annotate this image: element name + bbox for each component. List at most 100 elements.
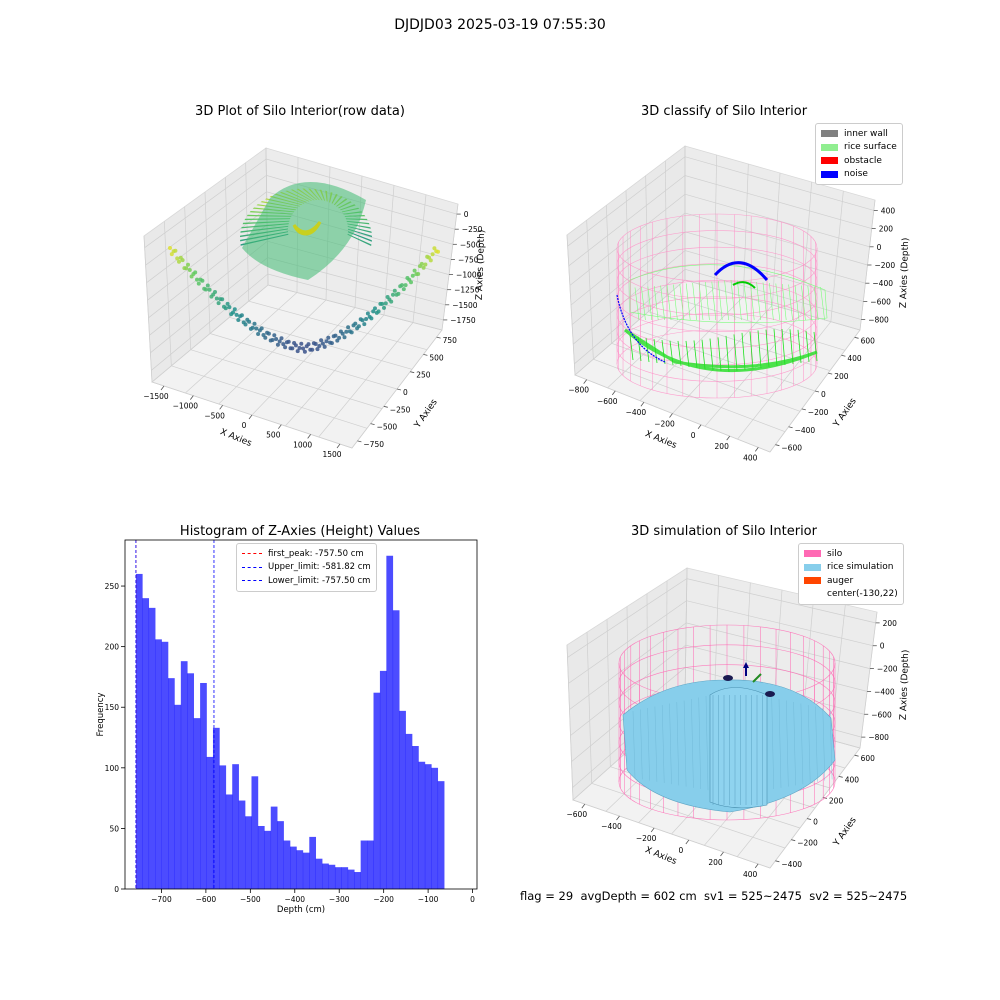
grid-line — [267, 284, 443, 331]
histogram-bar — [168, 678, 175, 889]
legend-label: Upper_limit: -581.82 cm — [268, 562, 371, 573]
scatter-point — [360, 318, 365, 323]
histogram-bar — [328, 864, 336, 889]
x-tick-label: 400 — [743, 870, 758, 879]
scatter-point — [371, 309, 376, 314]
rice-surface-line — [788, 284, 793, 321]
x-tick-label: −800 — [568, 386, 589, 395]
x-tick — [219, 405, 223, 410]
y-tick — [828, 372, 833, 375]
scatter-point — [380, 301, 385, 306]
rice-surface-line — [634, 287, 640, 321]
x-tick-label: 0 — [678, 846, 683, 855]
auger-marker — [723, 675, 733, 681]
rice-surface-line — [820, 286, 825, 321]
z-axis-label: Z Axies (Depth) — [899, 650, 911, 721]
scatter-point — [401, 287, 406, 292]
x-tick — [669, 413, 673, 418]
y-axis-label: Y Axies — [412, 397, 440, 430]
rice-surface-cap — [732, 281, 756, 289]
scatter-point — [344, 329, 349, 334]
scatter-point — [369, 316, 374, 321]
rice-mesh-line — [647, 707, 650, 781]
histogram-bar — [161, 641, 169, 889]
y-tick — [410, 371, 415, 374]
y-tick — [838, 775, 843, 778]
rice-surface-line — [660, 285, 665, 321]
y-tick-label: −400 — [795, 426, 816, 435]
figure-suptitle: DJDJD03 2025-03-19 07:55:30 — [394, 17, 606, 33]
grid-line — [570, 212, 868, 306]
legend-label: rice simulation — [827, 562, 894, 573]
rice-surface-line — [724, 280, 729, 321]
histogram-bar — [232, 764, 239, 889]
scatter-point — [175, 256, 180, 261]
x-tick-label: 0 — [691, 431, 696, 440]
scatter-point — [236, 318, 241, 322]
rice-surface-line — [737, 280, 742, 321]
rice-mesh-line — [698, 697, 701, 790]
scatter-point — [356, 324, 361, 329]
y-tick-label: 400 — [847, 354, 862, 363]
rice-surface-line — [641, 286, 646, 321]
scatter-point — [329, 341, 334, 346]
grid-line — [570, 644, 868, 736]
x-tick-label: −400 — [284, 895, 305, 904]
scatter-point — [391, 292, 395, 297]
rice-surface-line — [781, 328, 786, 366]
rice-surface-line — [756, 281, 761, 321]
scatter-point — [382, 305, 386, 310]
x-tick-label: −600 — [196, 895, 217, 904]
legend-item: Lower_limit: -757.50 cm — [242, 574, 371, 588]
scatter-point — [213, 290, 217, 294]
grid-line — [574, 268, 862, 365]
scatter-point — [232, 307, 237, 312]
x-tick-label: 400 — [743, 453, 758, 462]
scatter-point — [313, 342, 318, 346]
y-tick-label: −200 — [808, 408, 829, 417]
scatter-point — [254, 326, 259, 331]
rice-surface-line — [794, 284, 800, 321]
surface-patch — [347, 233, 372, 246]
y-tick — [801, 408, 806, 411]
y-tick-label: −250 — [390, 405, 411, 414]
scatter-point — [421, 265, 426, 270]
histogram-bar — [341, 867, 349, 889]
grid-line — [830, 604, 846, 741]
y-axis-label: Y Axies — [831, 815, 859, 848]
rice-surface-line — [741, 332, 746, 371]
noise-arc — [616, 294, 666, 363]
x-tick — [336, 443, 341, 449]
scatter-point — [436, 249, 440, 254]
depth-histogram: −700 −600 −500 −400 −300 −200 −100 0 0 50 100 150 20… — [96, 539, 478, 915]
rice-surface-line — [805, 330, 810, 363]
scatter-point — [193, 270, 198, 275]
y-tick — [436, 336, 441, 339]
histogram-bar — [431, 767, 439, 889]
rice-surface-line — [775, 283, 781, 321]
scatter-point — [310, 347, 315, 352]
scatter-point — [320, 341, 325, 346]
x-tick — [697, 424, 702, 430]
rice-surface-swatch — [821, 143, 838, 151]
y-tick-label: 150 — [105, 703, 120, 712]
rice-surface-line — [789, 329, 794, 365]
scatter-point — [337, 335, 342, 340]
scatter-point — [306, 342, 311, 347]
scatter-point — [281, 342, 286, 347]
rice-surface-line — [693, 340, 698, 369]
x-tick — [160, 385, 165, 391]
scatter-point — [319, 338, 324, 343]
x-tick-label: 200 — [708, 858, 723, 867]
histogram-bar — [135, 573, 143, 889]
x-tick — [685, 839, 690, 845]
x-tick-label: −600 — [597, 397, 618, 406]
x-tick — [640, 401, 645, 407]
panel2-title: 3D classify of Silo Interior — [640, 104, 808, 119]
histogram-bar — [225, 794, 233, 889]
grid-line — [144, 158, 457, 248]
x-tick — [248, 414, 253, 420]
scatter-point — [297, 346, 302, 350]
lower-limit-line-swatch — [242, 580, 262, 582]
grid-line — [566, 644, 574, 801]
